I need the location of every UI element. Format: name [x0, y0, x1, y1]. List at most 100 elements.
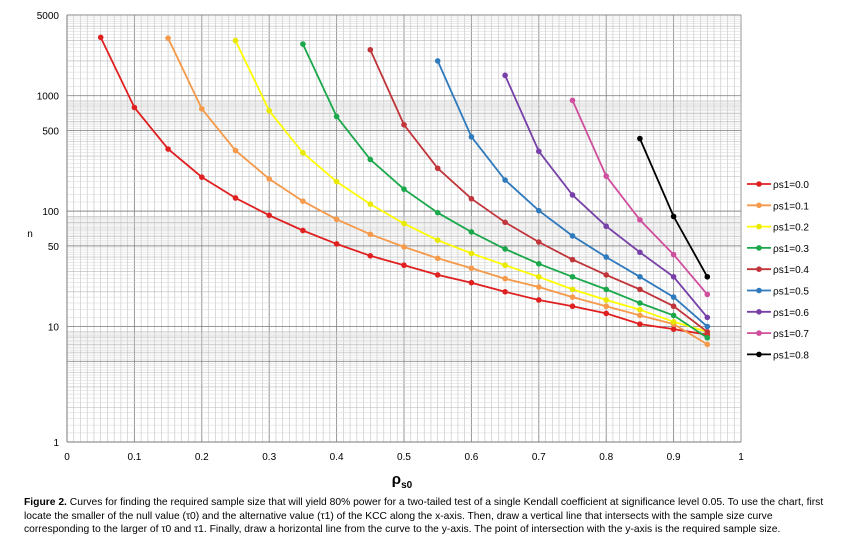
data-point [536, 284, 542, 290]
data-point [367, 201, 374, 207]
figure-caption: Figure 2. Curves for finding the require… [24, 496, 824, 537]
sample-size-chart: 0 0.1 0.2 0.3 0.4 0.5 0.6 0.7 0.8 0.9 1 1 10 50 100 500… [27, 11, 809, 491]
data-point [704, 291, 711, 298]
data-point [569, 192, 576, 198]
data-point [468, 265, 475, 272]
series-4 [367, 46, 711, 335]
data-point [367, 156, 374, 163]
data-point [637, 312, 643, 319]
data-point [637, 286, 643, 293]
x-tick-label: 0.5 [397, 452, 411, 463]
data-point [670, 294, 677, 300]
series-3 [300, 41, 711, 341]
legend-label: ρs1=0.5 [773, 287, 809, 298]
data-point [502, 275, 508, 282]
data-point [670, 273, 677, 280]
data-point [232, 147, 239, 154]
legend-swatch-marker [756, 287, 762, 294]
data-point [536, 148, 542, 155]
data-point [536, 239, 542, 245]
legend-swatch-marker [756, 202, 762, 209]
data-point [569, 294, 576, 300]
data-point [502, 246, 508, 252]
data-point [367, 46, 374, 53]
data-point [704, 334, 711, 341]
data-point [401, 186, 407, 192]
legend-swatch-marker [756, 181, 762, 187]
data-point [401, 121, 407, 128]
x-axis-label: ρs0 [392, 471, 413, 491]
data-point [637, 249, 643, 256]
caption-label: Figure 2. [24, 497, 67, 508]
x-tick-label: 0 [64, 452, 70, 463]
x-tick-label: 0.9 [667, 452, 681, 463]
data-point [97, 34, 104, 41]
data-point [603, 297, 609, 303]
data-point [502, 219, 508, 226]
data-point [569, 256, 576, 263]
y-tick-label: 5000 [37, 11, 60, 22]
data-point [603, 173, 609, 179]
data-point [300, 198, 306, 204]
data-point [468, 229, 475, 235]
data-point [333, 113, 340, 120]
caption-text: Curves for finding the required sample s… [24, 497, 824, 535]
data-point [367, 253, 374, 259]
data-point [670, 318, 677, 325]
legend-label: ρs1=0.4 [773, 265, 809, 276]
x-tick-label: 0.4 [330, 452, 344, 463]
legend-label: ρs1=0.2 [773, 223, 809, 234]
data-point [401, 220, 407, 227]
y-tick-label: 1 [53, 438, 59, 449]
data-point [333, 241, 340, 247]
data-point [232, 195, 239, 201]
legend-swatch-marker [756, 351, 762, 358]
data-point [333, 216, 340, 223]
data-point [434, 272, 441, 278]
data-point [502, 262, 508, 269]
data-point [670, 312, 677, 319]
data-point [569, 303, 576, 310]
data-point [670, 251, 677, 258]
legend-label: ρs1=0.6 [773, 308, 809, 319]
y-axis-label: n [27, 229, 33, 240]
series-1 [165, 35, 711, 348]
data-point [603, 254, 609, 260]
data-point [502, 72, 508, 79]
data-point [603, 310, 609, 317]
x-tick-label: 0.3 [262, 452, 276, 463]
data-point [704, 341, 711, 348]
data-point [199, 174, 205, 180]
series-6 [502, 72, 711, 321]
x-tick-label: 1 [738, 452, 744, 463]
data-point [536, 273, 542, 280]
x-tick-label: 0.7 [532, 452, 546, 463]
legend-label: ρs1=0.7 [773, 329, 809, 340]
data-point [637, 321, 643, 327]
series-7 [569, 97, 711, 298]
series-0 [97, 34, 711, 338]
series-5 [434, 58, 711, 330]
data-point [603, 272, 609, 278]
data-point [468, 250, 475, 257]
data-point [670, 303, 677, 310]
legend-label: ρs1=0.3 [773, 244, 809, 255]
data-point [637, 306, 643, 313]
data-point [131, 104, 138, 111]
data-point [502, 177, 508, 183]
data-point [468, 279, 475, 286]
x-tick-label: 0.8 [599, 452, 613, 463]
data-point [536, 260, 542, 267]
legend-swatch-marker [756, 223, 762, 230]
data-point [637, 273, 643, 280]
data-point [300, 41, 306, 47]
data-point [434, 255, 441, 262]
data-point [603, 286, 609, 293]
data-point [266, 107, 273, 114]
data-point [536, 207, 542, 214]
x-tick-label: 0.1 [127, 452, 141, 463]
legend-label: ρs1=0.1 [773, 201, 809, 212]
data-point [536, 297, 542, 303]
y-tick-label: 10 [48, 323, 60, 334]
data-point [704, 314, 711, 321]
